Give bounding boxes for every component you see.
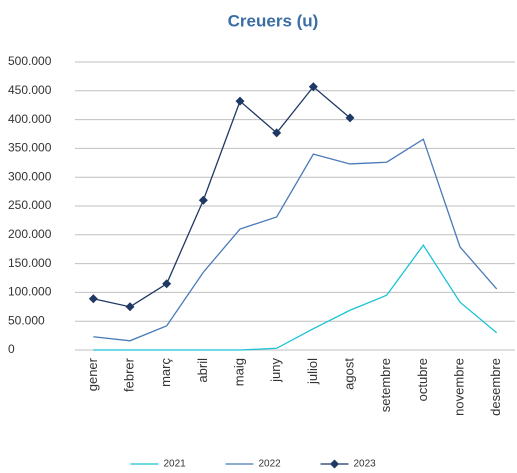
- data-point: [198, 195, 208, 205]
- data-point: [235, 96, 245, 106]
- series-line: [93, 138, 498, 342]
- y-tick-label: 50.000: [8, 313, 45, 327]
- legend-label: 2023: [354, 459, 377, 470]
- legend-label: 2022: [259, 459, 282, 470]
- y-tick-label: 300.000: [8, 169, 52, 183]
- y-tick-label: 450.000: [8, 83, 52, 97]
- x-tick-label: febrer: [121, 357, 136, 392]
- x-tick-label: setembre: [378, 358, 393, 412]
- data-point: [125, 302, 135, 312]
- legend-marker: [330, 459, 339, 469]
- x-tick-label: novembre: [451, 358, 466, 416]
- chart-title: Creuers (u): [228, 11, 319, 30]
- x-tick-label: juliol: [305, 358, 320, 385]
- x-tick-label: abril: [195, 358, 210, 383]
- x-tick-label: juny: [268, 358, 283, 383]
- x-tick-label: octubre: [415, 358, 430, 401]
- y-tick-label: 500.000: [8, 54, 52, 68]
- data-point: [272, 128, 282, 138]
- data-point: [162, 279, 172, 289]
- y-tick-label: 200.000: [8, 227, 52, 241]
- data-point: [345, 113, 355, 123]
- series-line: [93, 85, 351, 308]
- x-tick-label: març: [158, 358, 173, 387]
- y-tick-label: 400.000: [8, 112, 52, 126]
- series-line: [93, 244, 498, 351]
- x-tick-label: gener: [85, 357, 100, 391]
- x-tick-label: agost: [341, 358, 356, 390]
- y-tick-label: 150.000: [8, 256, 52, 270]
- data-point: [308, 82, 318, 92]
- data-point: [88, 294, 98, 304]
- y-tick-label: 350.000: [8, 141, 52, 155]
- x-tick-label: desembre: [488, 358, 503, 416]
- legend-label: 2021: [164, 459, 187, 470]
- y-tick-label: 100.000: [8, 285, 52, 299]
- y-tick-label: 0: [8, 342, 15, 356]
- x-tick-label: maig: [231, 358, 246, 386]
- y-tick-label: 250.000: [8, 198, 52, 212]
